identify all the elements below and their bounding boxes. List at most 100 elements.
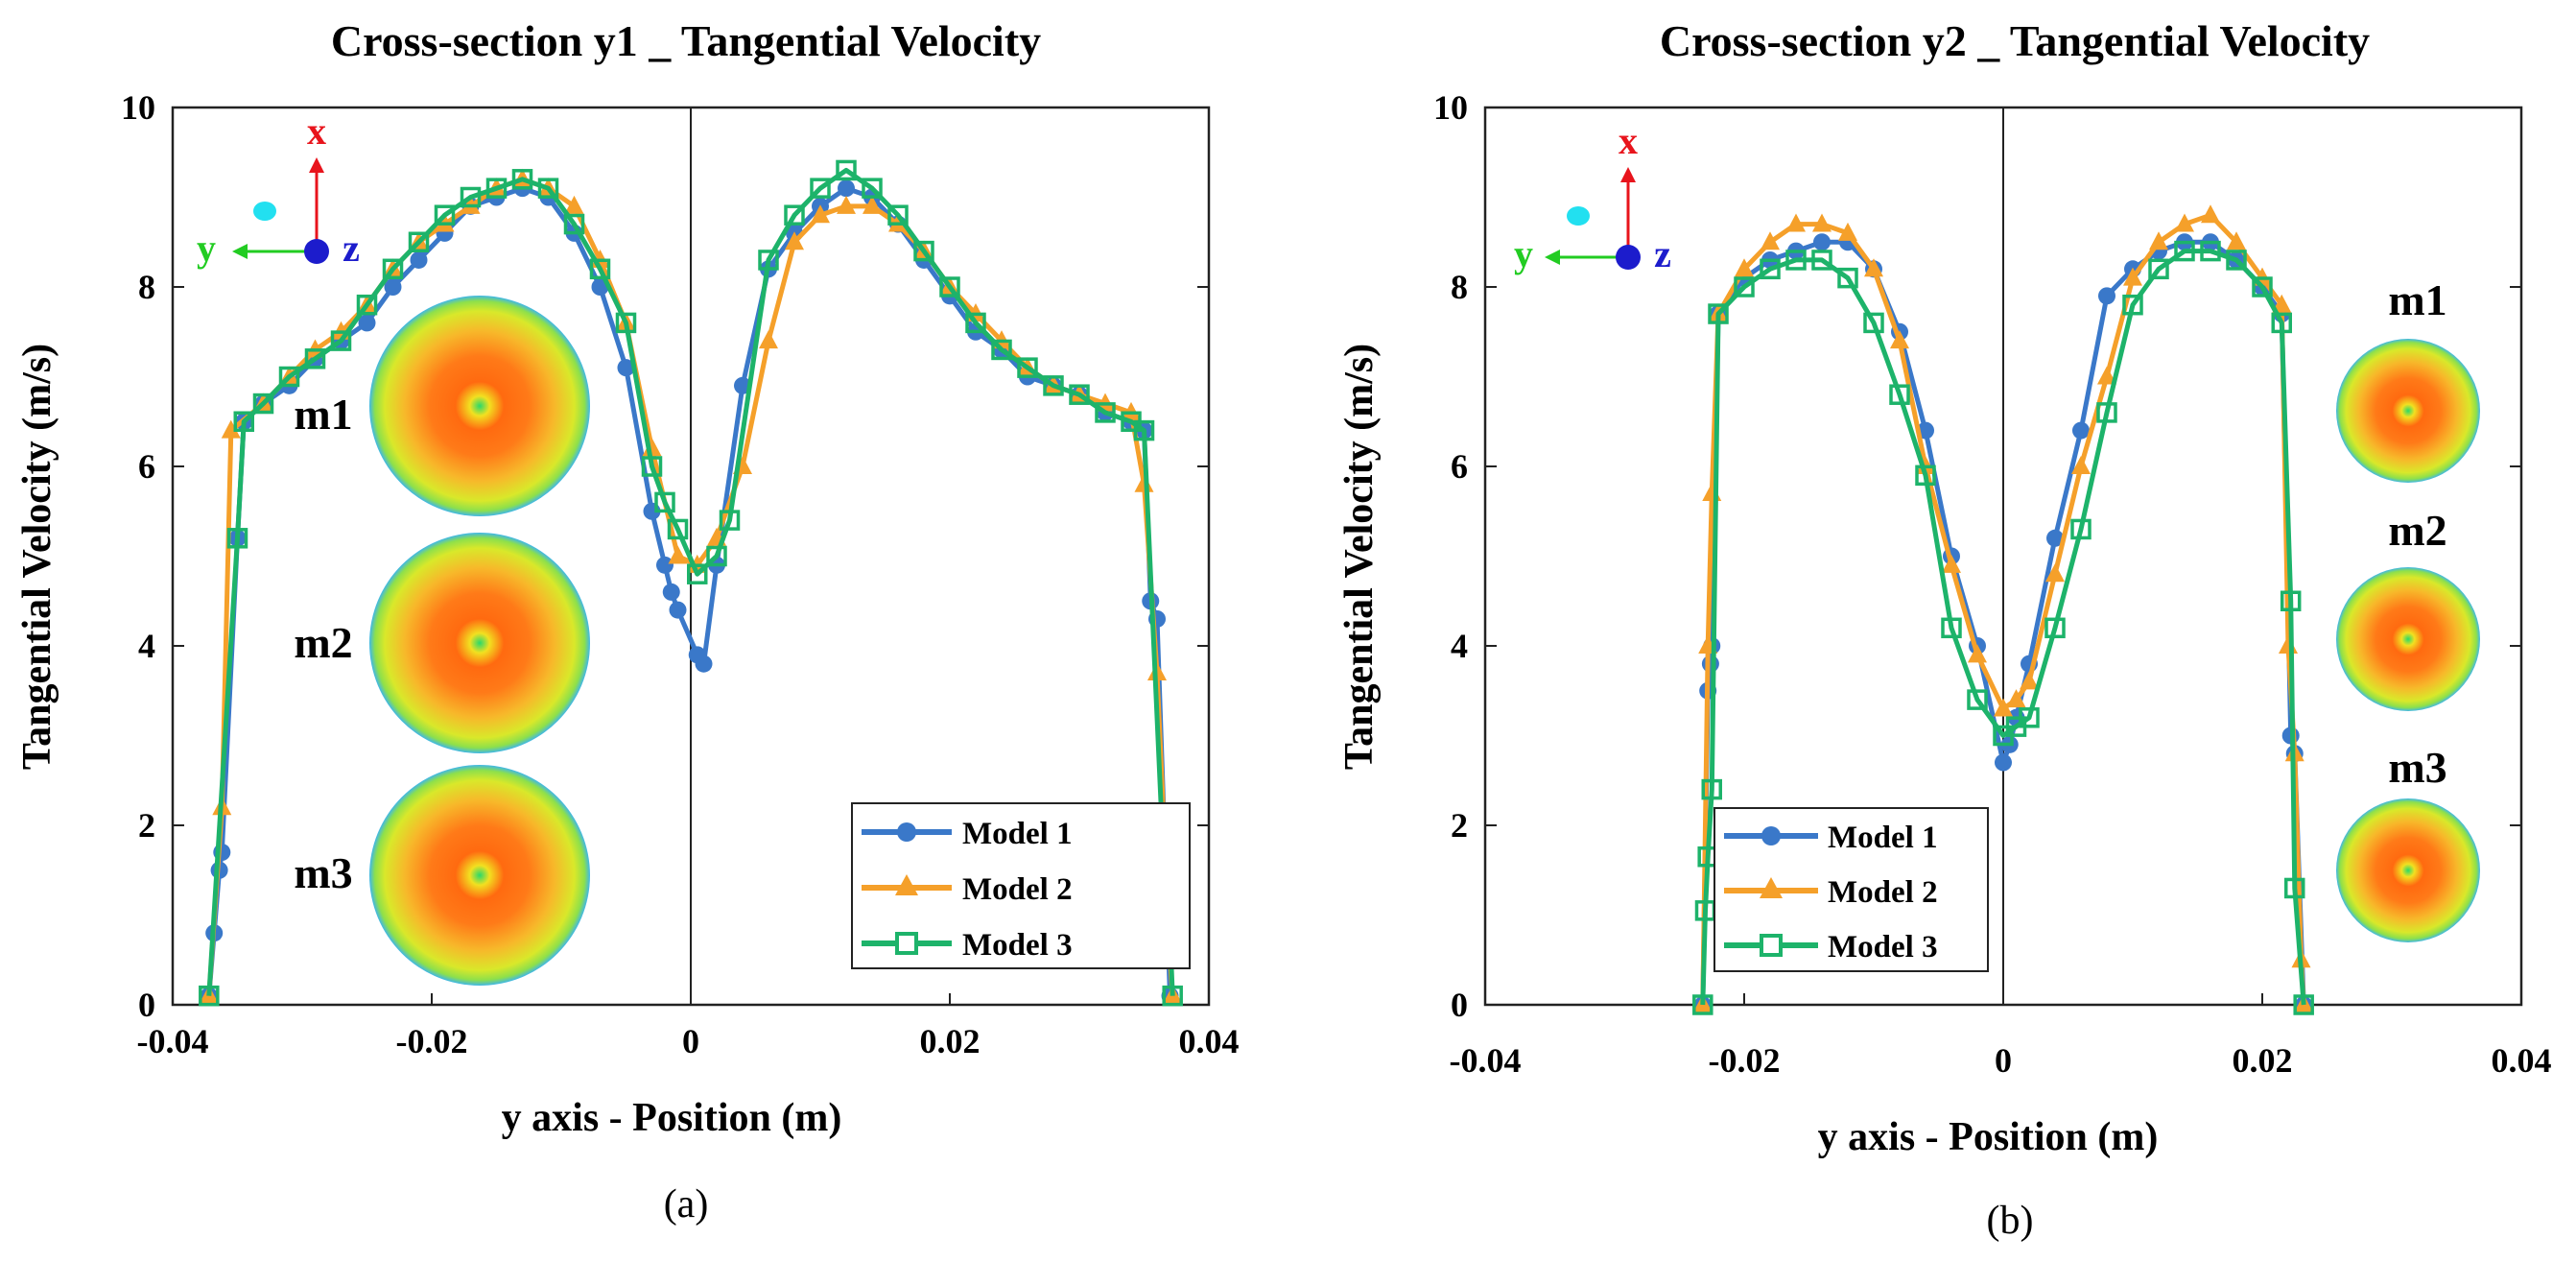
contour-map-m1 (369, 296, 590, 516)
chart-title: Cross-section y1 _ Tangential Velocity (331, 16, 1041, 65)
data-point (589, 258, 611, 280)
data-point (2072, 421, 2090, 440)
data-point (1941, 617, 1962, 639)
data-point (2272, 294, 2292, 313)
legend: Model 1 Model 2 Model 3 (1713, 807, 1989, 972)
y-tick-label: 2 (138, 806, 155, 845)
data-point (1863, 312, 1884, 334)
data-point (1838, 222, 1857, 241)
data-series (199, 159, 1183, 1007)
legend-entry-model-2: Model 2 (1724, 875, 1938, 910)
data-point (810, 178, 831, 199)
data-point (199, 985, 220, 1007)
y-tick-label: 2 (1451, 806, 1468, 845)
data-point (662, 583, 680, 601)
data-point (1915, 464, 1936, 487)
data-point (669, 601, 687, 619)
data-point (2070, 518, 2092, 540)
data-point (1095, 402, 1116, 423)
data-point (304, 348, 326, 369)
data-point (460, 186, 482, 208)
data-point (2280, 590, 2302, 611)
data-point (1043, 375, 1064, 396)
data-point (384, 278, 402, 296)
data-point (1017, 357, 1038, 378)
data-point (2020, 671, 2039, 690)
contour-map-m3 (369, 765, 590, 986)
contour-map-m1 (2336, 339, 2480, 483)
data-point (695, 655, 713, 673)
data-point (1813, 233, 1831, 251)
x-axis-label: y axis - Position (m) (502, 1096, 842, 1140)
data-point (1761, 231, 1780, 250)
series-model-3 (1692, 240, 2314, 1015)
contour-insets: m1 m2 m3 (2336, 275, 2480, 942)
data-point (485, 178, 508, 199)
data-point (356, 294, 378, 316)
data-point (226, 528, 248, 549)
y-tick-label: 0 (1451, 986, 1468, 1024)
data-point (2175, 213, 2194, 232)
data-point (1702, 483, 1722, 502)
inset-label-m2: m2 (2388, 506, 2446, 555)
legend-entry-model-2: Model 2 (862, 872, 1073, 907)
data-point (862, 178, 883, 199)
legend-entry-model-3: Model 3 (862, 928, 1073, 963)
contour-insets: m1 m2 m3 (294, 296, 590, 986)
data-point (887, 204, 909, 226)
chart-panel-a: Cross-section y1 _ Tangential Velocity 0… (15, 16, 1240, 1226)
data-point (811, 204, 830, 224)
triad-z-label: z (1654, 232, 1671, 275)
data-point (641, 456, 663, 477)
data-point (2279, 635, 2298, 654)
x-tick-label: 0.02 (2233, 1041, 2293, 1080)
series-line (206, 167, 1175, 996)
data-point (1133, 419, 1155, 441)
y-axis-label: Tangential Velocity (m/s) (1337, 344, 1382, 770)
data-point (1942, 554, 1961, 573)
data-point (785, 231, 804, 250)
y-tick-label: 6 (1451, 447, 1468, 486)
triad-x-label: x (307, 109, 326, 153)
data-point (278, 366, 300, 388)
data-point (1760, 258, 1781, 280)
legend-entry-model-1: Model 1 (862, 817, 1073, 851)
data-point (1968, 644, 1987, 663)
data-point (939, 276, 960, 298)
inset-label-m3: m3 (294, 848, 352, 897)
data-point (2284, 877, 2305, 899)
y-tick-label: 10 (121, 88, 155, 127)
data-point (1811, 250, 1832, 271)
triad-y-label: y (197, 226, 216, 270)
x-tick-label: -0.02 (1709, 1041, 1781, 1080)
data-point (1994, 698, 2013, 717)
data-point (913, 240, 934, 262)
data-point (719, 510, 741, 531)
x-axis-label: y axis - Position (m) (1818, 1115, 2159, 1159)
data-point (667, 518, 689, 540)
svg-text:Model 1: Model 1 (962, 817, 1073, 851)
legend-entry-model-3: Model 3 (1724, 930, 1938, 964)
data-point (2148, 258, 2169, 280)
data-point (358, 314, 376, 332)
y-tick-label: 8 (138, 268, 155, 306)
inset-label-m1: m1 (294, 390, 352, 439)
data-point (2271, 312, 2292, 334)
y-tick-label: 8 (1451, 268, 1468, 306)
axis-ticks (1484, 107, 2522, 1006)
data-point (654, 491, 675, 513)
data-point (1785, 250, 1807, 271)
data-point (759, 330, 778, 349)
data-point (2174, 240, 2195, 262)
svg-text:Model 3: Model 3 (1828, 930, 1938, 964)
data-point (1701, 655, 1719, 673)
data-point (838, 179, 855, 198)
chart-panel-b: Cross-section y2 _ Tangential Velocity 0… (1337, 16, 2552, 1243)
series-line (1700, 249, 2306, 1006)
legend-entry-model-1: Model 1 (1724, 821, 1938, 855)
data-point (2293, 994, 2314, 1015)
data-point (1889, 384, 1910, 405)
data-point (2096, 402, 2117, 423)
data-series (1692, 204, 2314, 1015)
data-point (615, 312, 637, 334)
